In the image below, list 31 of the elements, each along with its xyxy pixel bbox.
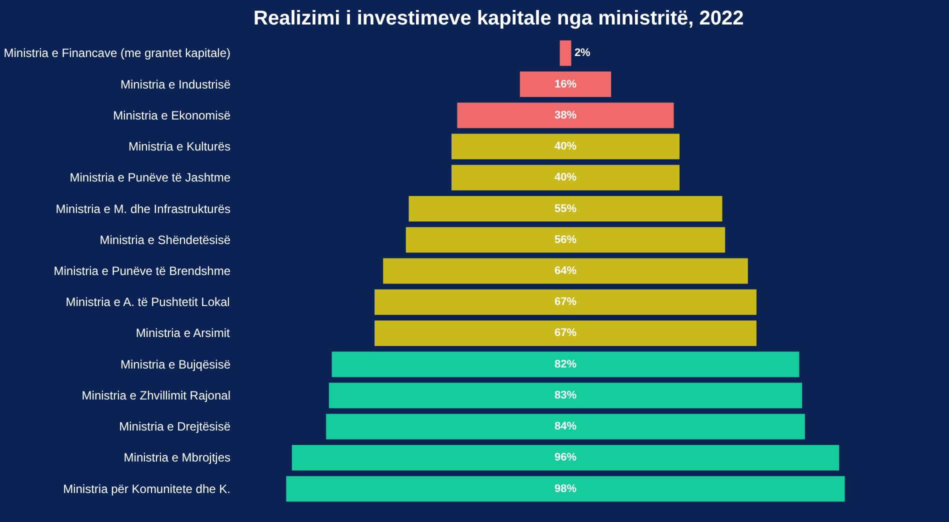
category-label: Ministria e Kulturës (128, 140, 231, 154)
data-label: 96% (554, 452, 577, 464)
data-label: 83% (554, 389, 577, 402)
category-label: Ministria e Ekonomisë (113, 108, 231, 122)
category-label: Ministria e Industrisë (120, 77, 231, 92)
category-label: Ministria e Zhvillimit Rajonal (82, 388, 231, 402)
text: Realizimi i investimeve kapitale nga ministritë, 2022 (254, 8, 744, 30)
category-label: Ministria e Drejtësisë (119, 420, 231, 434)
data-label: 38% (554, 109, 577, 122)
data-label: 98% (554, 482, 577, 495)
data-label: 82% (554, 358, 577, 370)
data-label: 40% (554, 140, 577, 153)
data-label: 64% (554, 265, 577, 277)
data-label: 67% (554, 296, 577, 308)
data-label: 16% (554, 78, 577, 90)
category-label: Ministria e Arsimit (136, 326, 231, 340)
category-label: Ministria e Punëve të Jashtme (70, 170, 231, 185)
category-label: Ministria e Shëndetësisë (100, 232, 231, 247)
category-label: Ministria e M. dhe Infrastrukturës (56, 202, 231, 216)
category-label: Ministria e A. të Pushtetit Lokal (66, 295, 230, 310)
data-label: 67% (554, 327, 577, 340)
data-label: 40% (554, 172, 577, 184)
data-label: 84% (554, 420, 577, 433)
category-label: Ministria për Komunitete dhe K. (63, 482, 231, 496)
category-label: Ministria e Mbrojtjes (124, 450, 231, 465)
data-label: 56% (554, 234, 577, 246)
category-label: Ministria e Punëve të Brendshme (54, 264, 231, 278)
category-label: Ministria e Financave (me grantet kapitale) (4, 46, 231, 60)
data-label: 55% (554, 202, 577, 215)
data-label: 2% (574, 47, 591, 60)
category-label: Ministria e Bujqësisë (120, 357, 231, 372)
